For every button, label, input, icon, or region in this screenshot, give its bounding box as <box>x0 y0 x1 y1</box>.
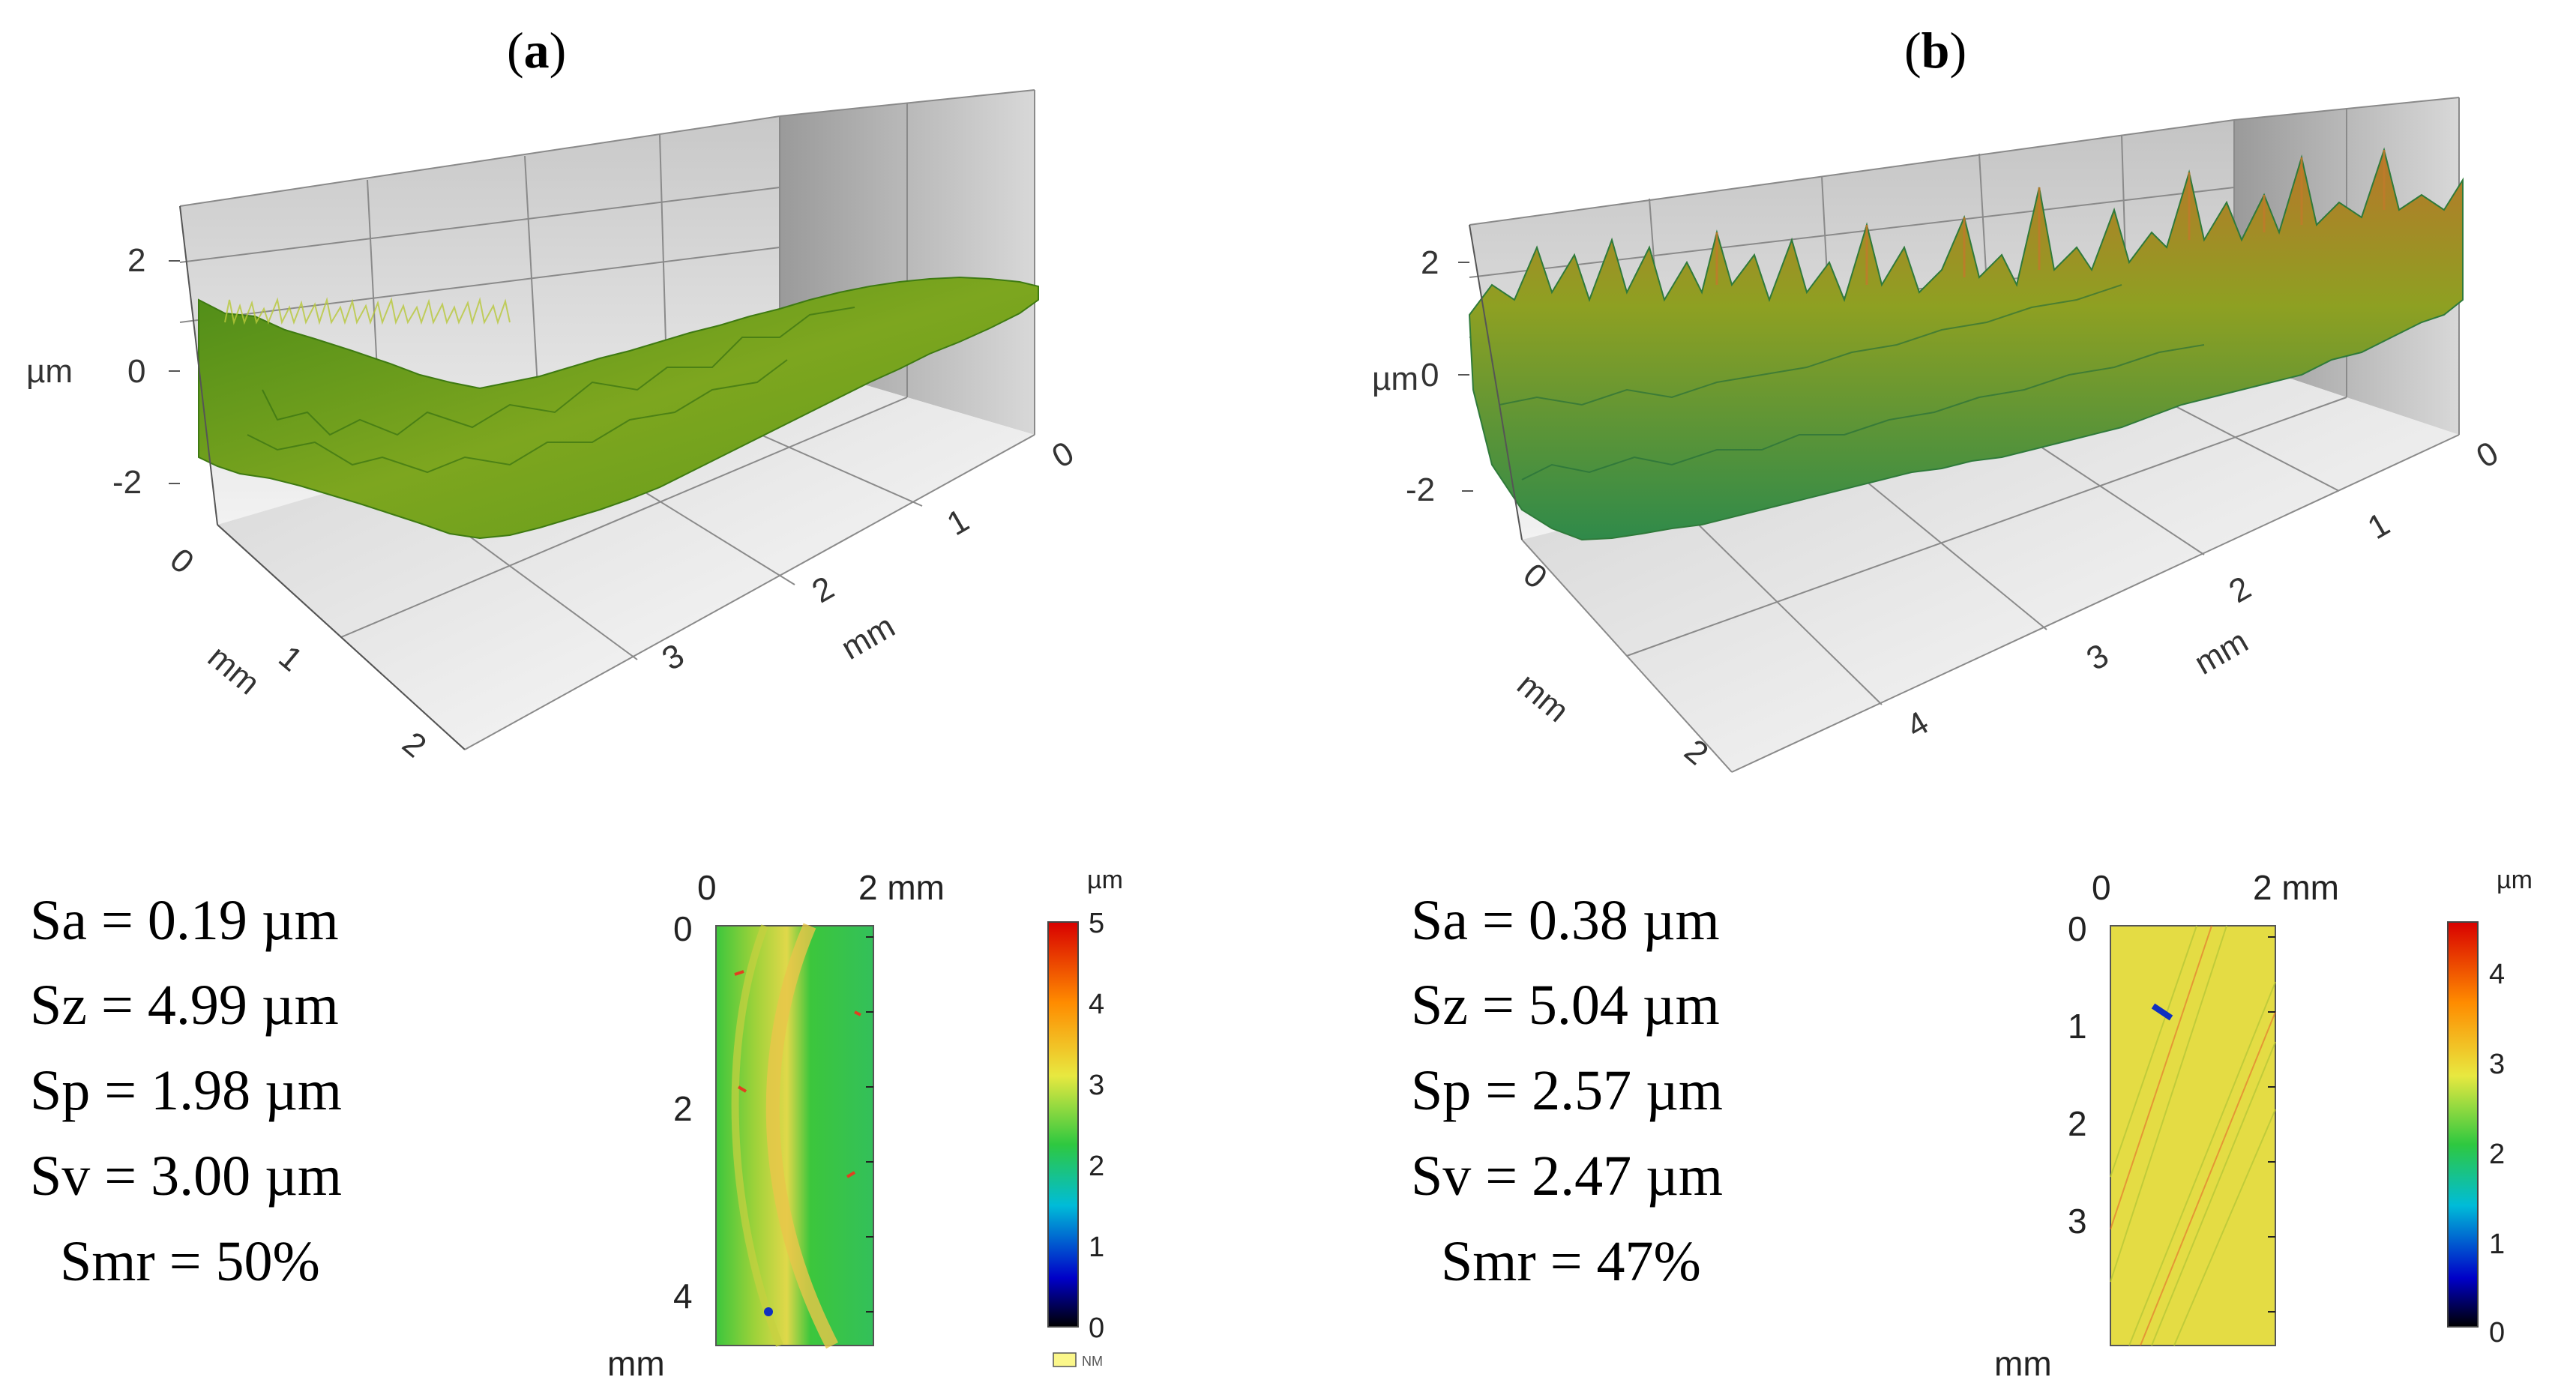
map-left-tick: 2 <box>2068 1104 2087 1143</box>
colorbar-tick: 1 <box>2489 1229 2505 1260</box>
stat-sz: Sz = 4.99 µm <box>30 974 339 1037</box>
z-tick-label: 2 <box>127 242 145 279</box>
map-left-tick: 0 <box>673 909 693 948</box>
colorbar-tick: 5 <box>1089 908 1104 939</box>
x-axis-label: mm <box>1510 666 1576 730</box>
map-top-tick: 2 mm <box>2253 868 2339 907</box>
panel-a-3d-surface-plot: 2 0 -2 µm 0 1 2 mm 0 1 2 3 mm <box>26 89 1080 765</box>
colorbar-tick: 3 <box>1089 1070 1104 1101</box>
floor <box>217 360 1035 750</box>
x-axis-label: mm <box>201 639 267 702</box>
z-axis-label: µm <box>1372 361 1418 397</box>
stat-sa: Sa = 0.19 µm <box>30 889 339 952</box>
stat-sz: Sz = 5.04 µm <box>1411 974 1720 1037</box>
z-tick-label: 0 <box>1421 357 1439 394</box>
y-tick-label: 3 <box>656 636 690 678</box>
z-tick-label: -2 <box>1406 471 1435 508</box>
x-tick-label: 2 <box>395 725 433 765</box>
height-map-image <box>2110 925 2276 1346</box>
map-left-unit: mm <box>1994 1344 2052 1379</box>
colorbar-tick: 1 <box>1089 1232 1104 1263</box>
x-tick-label: 0 <box>163 541 200 581</box>
nm-swatch <box>1053 1352 1077 1367</box>
y-axis-label: mm <box>835 608 901 667</box>
y-tick-label: 1 <box>941 501 975 543</box>
colorbar-tick: 0 <box>2489 1317 2505 1349</box>
stat-sp: Sp = 1.98 µm <box>30 1059 343 1122</box>
colorbar-tick: 3 <box>2489 1049 2505 1080</box>
stat-sv: Sv = 2.47 µm <box>1411 1145 1724 1208</box>
panel-b-3d-surface-plot: 2 0 -2 µm 0 2 mm 0 1 2 3 4 mm <box>1372 97 2505 773</box>
colorbar-tick: 2 <box>1089 1151 1104 1182</box>
y-tick-label: 3 <box>2080 636 2115 678</box>
map-left-tick: 2 <box>673 1089 693 1128</box>
colorbar-tick: 4 <box>1089 989 1104 1020</box>
z-tick-label: -2 <box>112 464 142 501</box>
map-top-tick: 0 <box>2092 868 2111 907</box>
z-tick-label: 0 <box>127 353 145 390</box>
colorbar-tick: 4 <box>2489 959 2505 990</box>
surface-texture-dark <box>247 307 855 474</box>
floor <box>1522 360 2459 772</box>
surface-spikes <box>1715 150 2386 285</box>
z-axis-label: µm <box>26 353 73 390</box>
map-left-tick: 0 <box>2068 909 2087 948</box>
surface-texture-dark <box>1499 284 2205 480</box>
surface-texture <box>224 297 511 325</box>
map-left-unit: mm <box>607 1344 665 1379</box>
panel-b-height-map: 0 2 mm 0 1 2 3 mm µm 4 3 2 1 0 <box>1994 866 2533 1379</box>
dark-defect <box>2151 1003 2173 1021</box>
y-tick-label: 0 <box>2470 434 2505 475</box>
y-tick-label: 1 <box>2362 505 2396 546</box>
map-top-tick: 2 mm <box>858 868 945 907</box>
colorbar-tick: 0 <box>1089 1313 1104 1344</box>
x-tick-label: 1 <box>271 639 309 678</box>
stat-sp: Sp = 2.57 µm <box>1411 1059 1724 1122</box>
colorbar-unit: µm <box>2497 866 2533 894</box>
colorbar <box>2447 921 2479 1328</box>
stat-sv: Sv = 3.00 µm <box>30 1145 343 1208</box>
panel-a-label: (a) <box>507 22 567 79</box>
y-tick-label: 4 <box>1901 704 1935 745</box>
y-tick-label: 2 <box>2223 569 2257 610</box>
colorbar-tick: 2 <box>2489 1139 2505 1170</box>
nm-label: NM <box>1082 1354 1103 1369</box>
map-left-tick: 1 <box>2068 1007 2087 1046</box>
surface-mesh <box>198 276 1039 540</box>
map-left-tick: 4 <box>673 1277 693 1316</box>
colorbar <box>1047 921 1079 1328</box>
y-tick-label: 2 <box>806 569 840 610</box>
stat-smr: Smr = 47% <box>1441 1230 1701 1293</box>
map-top-tick: 0 <box>697 868 717 907</box>
map-left-tick: 3 <box>2068 1202 2087 1241</box>
y-axis-label: mm <box>2188 623 2254 682</box>
y-tick-label: 0 <box>1046 434 1080 475</box>
colorbar-unit: µm <box>1087 866 1123 894</box>
z-tick-label: 2 <box>1421 244 1439 281</box>
panel-b-label: (b) <box>1904 22 1967 79</box>
stat-smr: Smr = 50% <box>60 1230 320 1293</box>
panel-a-height-map: 0 2 mm 0 2 4 mm µm 5 4 3 2 1 0 NM <box>607 866 1123 1379</box>
stat-sa: Sa = 0.38 µm <box>1411 889 1720 952</box>
